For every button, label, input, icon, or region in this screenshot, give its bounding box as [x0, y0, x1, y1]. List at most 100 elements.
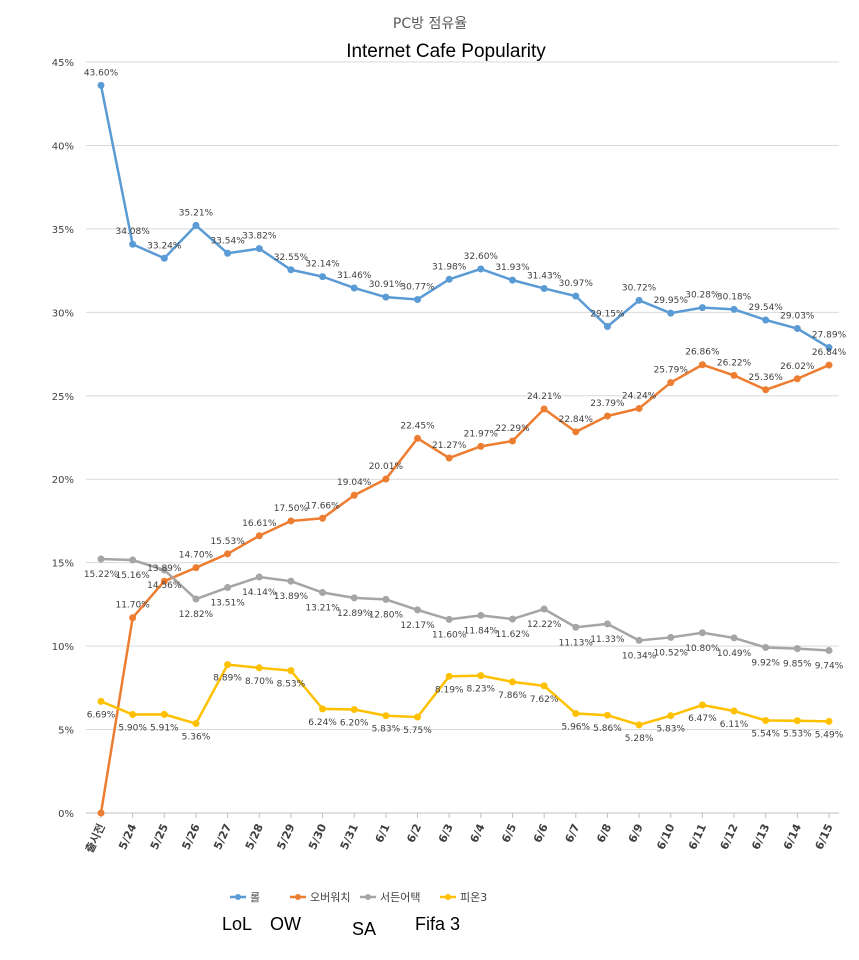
- data-label: 26.22%: [717, 358, 752, 368]
- data-point: [319, 589, 327, 597]
- annotation-text: Fifa 3: [415, 914, 460, 934]
- data-label: 8.23%: [467, 685, 496, 695]
- data-point: [160, 577, 168, 585]
- data-point: [540, 284, 548, 292]
- data-point: [508, 678, 516, 686]
- data-label: 12.17%: [400, 621, 435, 631]
- data-label: 14.14%: [242, 588, 277, 598]
- data-point: [287, 266, 295, 274]
- data-label: 5.83%: [656, 725, 685, 735]
- data-point: [129, 556, 137, 564]
- data-label: 5.49%: [815, 730, 844, 740]
- data-label: 30.91%: [369, 280, 404, 290]
- legend-marker: [365, 894, 371, 900]
- y-axis-ticks: 0% 5% 10% 15% 20% 25% 30% 35% 40% 45%: [52, 58, 74, 820]
- data-point: [540, 682, 548, 690]
- data-point: [350, 284, 358, 292]
- data-point: [698, 629, 706, 637]
- data-label: 26.86%: [685, 348, 720, 358]
- data-label: 29.15%: [590, 310, 625, 320]
- data-point: [572, 623, 580, 631]
- data-label: 34.08%: [115, 227, 150, 237]
- legend-label: 롤: [250, 891, 260, 904]
- data-label: 5.83%: [372, 725, 401, 735]
- data-point: [603, 711, 611, 719]
- data-point: [255, 664, 263, 672]
- data-point: [192, 221, 200, 229]
- data-label: 26.02%: [780, 362, 815, 372]
- data-point: [97, 697, 105, 705]
- series-lines: [97, 81, 833, 817]
- data-label: 9.74%: [815, 661, 844, 671]
- data-point: [255, 573, 263, 581]
- annotations: LoL OW SA Fifa 3: [222, 914, 460, 939]
- data-point: [477, 672, 485, 680]
- data-label: 13.21%: [305, 604, 340, 614]
- legend-label: 피온3: [460, 891, 487, 904]
- data-label: 27.89%: [812, 331, 847, 341]
- data-label: 8.70%: [245, 677, 274, 687]
- data-label: 5.90%: [118, 724, 147, 734]
- series-line: [99, 363, 830, 814]
- data-label: 12.22%: [527, 620, 562, 630]
- data-point: [129, 711, 137, 719]
- data-label: 17.66%: [305, 501, 340, 511]
- data-label: 5.75%: [403, 726, 432, 736]
- legend-label: 오버워치: [310, 891, 350, 904]
- data-point: [319, 514, 327, 522]
- data-point: [350, 594, 358, 602]
- data-label: 30.97%: [559, 279, 594, 289]
- data-label: 35.21%: [179, 208, 214, 218]
- data-point: [540, 605, 548, 613]
- annotation-text: SA: [352, 919, 376, 939]
- gridlines: [86, 61, 839, 814]
- data-point: [667, 712, 675, 720]
- data-label: 29.03%: [780, 312, 815, 322]
- data-point: [667, 309, 675, 317]
- data-point: [382, 293, 390, 301]
- data-label: 15.22%: [84, 570, 119, 580]
- data-point: [477, 442, 485, 450]
- data-label: 11.62%: [495, 630, 530, 640]
- data-label: 11.33%: [590, 635, 625, 645]
- data-point: [224, 249, 232, 257]
- data-label: 12.80%: [369, 610, 404, 620]
- data-label: 5.36%: [182, 733, 211, 743]
- data-label: 23.79%: [590, 399, 625, 409]
- data-point: [224, 584, 232, 592]
- data-label: 6.20%: [340, 719, 369, 729]
- data-point: [667, 379, 675, 387]
- data-label: 22.29%: [495, 424, 530, 434]
- data-point: [287, 577, 295, 585]
- data-label: 11.84%: [464, 626, 499, 636]
- data-label: 11.13%: [559, 638, 594, 648]
- data-point: [793, 717, 801, 725]
- chart-title: PC방 점유율: [393, 16, 467, 32]
- data-label: 31.98%: [432, 262, 467, 272]
- data-point: [698, 304, 706, 312]
- data-label: 31.93%: [495, 263, 530, 273]
- data-point: [160, 566, 168, 574]
- data-label: 6.47%: [688, 714, 717, 724]
- data-point: [508, 615, 516, 623]
- data-point: [793, 325, 801, 333]
- data-labels: 43.60% 34.08% 33.24% 35.21% 33.54%33.82% 32.5…: [84, 68, 847, 744]
- data-point: [508, 276, 516, 284]
- data-label: 5.53%: [783, 730, 812, 740]
- data-label: 12.89%: [337, 609, 372, 619]
- data-point: [572, 428, 580, 436]
- data-point: [477, 611, 485, 619]
- data-label: 11.60%: [432, 630, 467, 640]
- data-label: 29.95%: [654, 296, 689, 306]
- data-point: [319, 273, 327, 281]
- data-label: 5.54%: [751, 730, 780, 740]
- data-label: 21.27%: [432, 441, 467, 451]
- data-point: [698, 701, 706, 709]
- data-label: 7.62%: [530, 695, 559, 705]
- data-label: 24.24%: [622, 391, 657, 401]
- data-point: [762, 316, 770, 324]
- annotation-text: OW: [270, 914, 301, 934]
- data-point: [540, 405, 548, 413]
- data-point: [129, 614, 137, 622]
- legend-marker: [445, 894, 451, 900]
